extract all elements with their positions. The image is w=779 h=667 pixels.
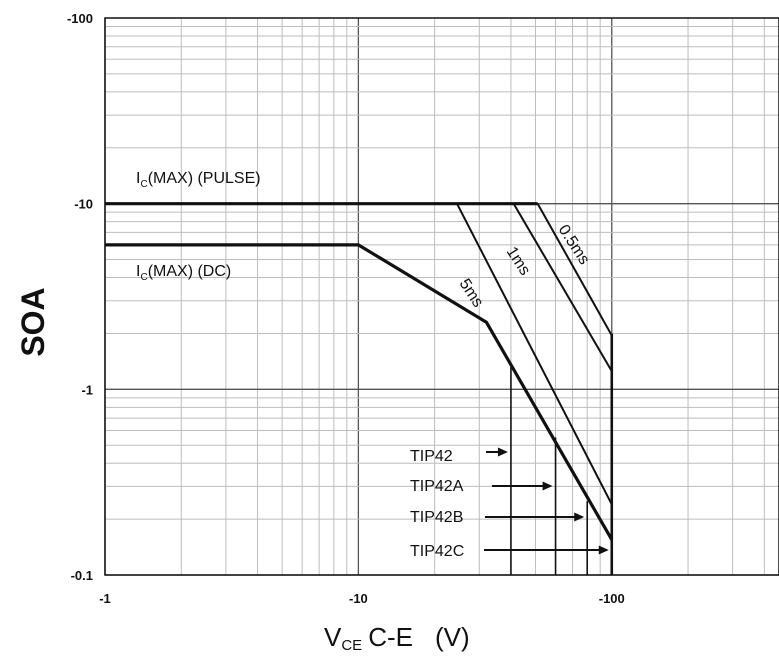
arrow-head-tip42: [497, 447, 508, 457]
series-line-0.5ms: [536, 203, 613, 336]
x-tick-label: -100: [599, 591, 625, 606]
dc-annotation: IC(MAX) (DC): [136, 263, 231, 283]
tip-label-tip42b: TIP42B: [410, 509, 463, 526]
tip-label-tip42: TIP42: [410, 448, 453, 465]
device-boundaries: [510, 333, 614, 575]
arrow-head-tip42c: [598, 545, 609, 555]
tip-arrows: [484, 447, 609, 555]
tip-label-tip42c: TIP42C: [410, 543, 464, 560]
y-axis-title: SOA: [15, 287, 51, 356]
tip-label-tip42a: TIP42A: [410, 478, 464, 495]
series-line-5ms: [456, 203, 613, 505]
y-tick-label: -100: [67, 11, 93, 26]
plot-frame: [104, 17, 779, 576]
y-tick-label: -10: [74, 197, 93, 212]
series-line-ic-max-dc: [105, 243, 614, 541]
series-lines: [105, 202, 614, 541]
series-line-1ms: [512, 203, 613, 372]
arrow-head-tip42b: [574, 512, 585, 522]
x-tick-label: -1: [99, 591, 111, 606]
x-axis-title: VCE C-E (V): [324, 622, 470, 654]
pulse-annotation: IC(MAX) (PULSE): [136, 170, 261, 190]
y-tick-label: -0.1: [71, 568, 93, 583]
y-tick-label: -1: [81, 382, 93, 397]
x-tick-label: -10: [349, 591, 368, 606]
arrow-head-tip42a: [542, 481, 553, 491]
tick-labels: -1 -10 -100 -100 -10 -1 -0.1: [67, 11, 625, 606]
curve-label-1ms: 1ms: [503, 244, 534, 279]
